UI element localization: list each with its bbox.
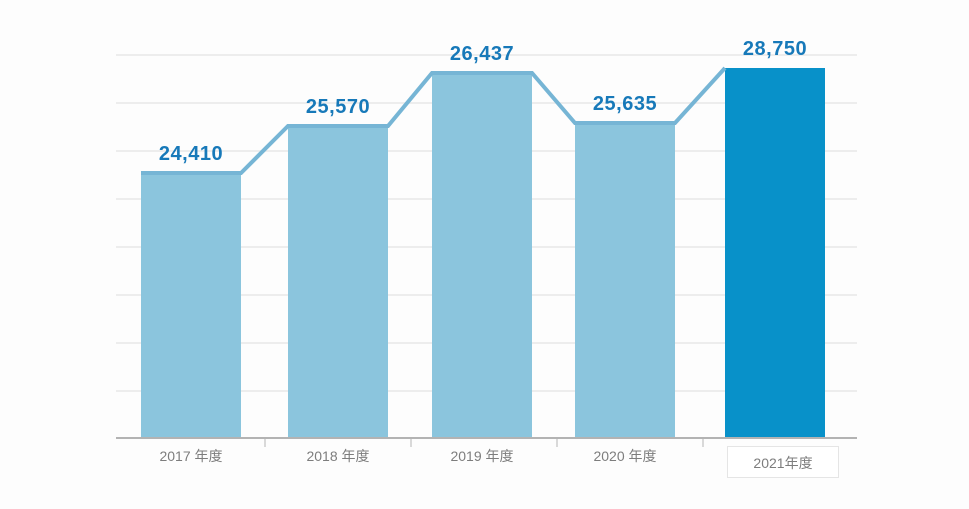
value-label: 28,750 — [742, 38, 808, 60]
axis-tick — [410, 439, 412, 447]
value-label: 25,570 — [305, 96, 371, 118]
value-label: 24,410 — [158, 143, 224, 165]
bar — [432, 73, 532, 438]
x-axis-line — [116, 437, 857, 439]
gridline — [116, 54, 857, 56]
bar — [575, 123, 675, 438]
bar — [725, 68, 825, 438]
x-axis-label: 2019 年度 — [450, 448, 514, 464]
axis-tick — [264, 439, 266, 447]
bar — [141, 173, 241, 438]
x-axis-label: 2017 年度 — [159, 448, 223, 464]
x-axis-label: 2020 年度 — [593, 448, 657, 464]
value-label: 26,437 — [449, 43, 515, 65]
bar — [288, 126, 388, 438]
x-axis-label-highlighted: 2021年度 — [727, 446, 839, 478]
x-axis-label: 2018 年度 — [306, 448, 370, 464]
axis-tick — [702, 439, 704, 447]
axis-tick — [556, 439, 558, 447]
value-label: 25,635 — [592, 93, 658, 115]
